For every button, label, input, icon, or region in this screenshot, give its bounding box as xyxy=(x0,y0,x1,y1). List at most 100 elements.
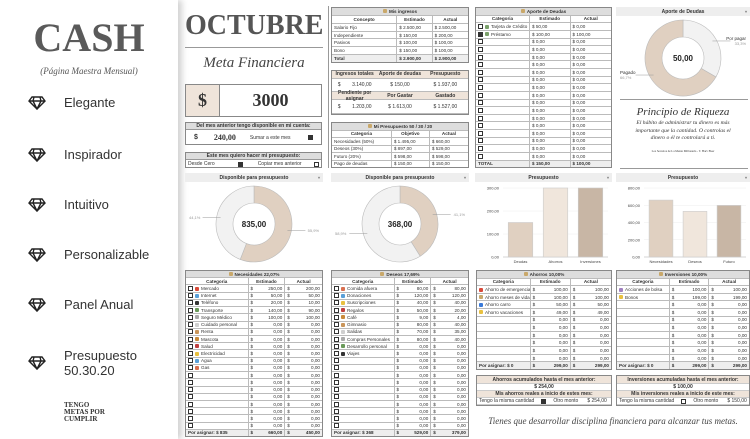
amount[interactable]: $ 200,00 xyxy=(434,32,453,38)
row-checkbox[interactable] xyxy=(478,46,483,52)
amount[interactable]: $ 0,00 xyxy=(532,123,545,129)
amount[interactable]: 0,00 xyxy=(558,347,568,353)
amount[interactable]: 0,00 xyxy=(558,317,568,323)
amount[interactable]: 0,00 xyxy=(419,379,429,385)
category-name[interactable]: Ahorro vacaciones xyxy=(485,309,524,315)
amount[interactable]: 120,00 xyxy=(414,293,429,299)
amount[interactable]: 0,00 xyxy=(311,322,320,328)
amount[interactable]: 0,00 xyxy=(273,358,283,364)
row-checkbox[interactable] xyxy=(188,343,193,349)
amount[interactable]: 0,00 xyxy=(273,387,283,393)
amount[interactable]: $ 0,00 xyxy=(532,130,545,136)
amount[interactable]: $ 0,00 xyxy=(572,100,586,106)
amount[interactable]: $ 0,00 xyxy=(572,107,586,113)
row-checkbox[interactable] xyxy=(478,138,483,144)
amount[interactable]: $ 0,00 xyxy=(532,62,545,68)
amount[interactable]: 0,00 xyxy=(558,355,568,361)
amount[interactable]: $ 50,00 xyxy=(532,24,548,30)
category-name[interactable]: Ahorro de emergencia xyxy=(485,287,531,293)
category-name[interactable]: Donaciones xyxy=(347,293,372,299)
amount[interactable]: 0,00 xyxy=(419,358,429,364)
amount[interactable]: 0,00 xyxy=(457,401,466,407)
amount[interactable]: $ 0,00 xyxy=(532,46,545,52)
amount[interactable]: $ 150,00 xyxy=(399,32,418,38)
category-name[interactable]: Compras Personales xyxy=(347,336,390,342)
row-checkbox[interactable] xyxy=(478,39,483,45)
amount[interactable]: 0,00 xyxy=(600,355,609,361)
amount[interactable]: 0,00 xyxy=(457,351,466,357)
amount[interactable]: 0,00 xyxy=(697,332,707,338)
amount[interactable]: $ 0,00 xyxy=(532,77,545,83)
amount[interactable]: $ 660,00 xyxy=(431,138,450,144)
amount[interactable]: 0,00 xyxy=(457,372,466,378)
amount[interactable]: 140,00 xyxy=(268,307,283,313)
amount[interactable]: 0,00 xyxy=(311,379,320,385)
row-checkbox[interactable] xyxy=(334,300,339,306)
amount[interactable]: 0,00 xyxy=(419,351,429,357)
row-checkbox[interactable] xyxy=(478,31,483,37)
amount[interactable]: $ 2.500,00 xyxy=(434,24,457,30)
amount[interactable]: 0,00 xyxy=(273,351,283,357)
category-name[interactable]: Bonos xyxy=(625,294,639,300)
row-checkbox[interactable] xyxy=(478,107,483,113)
amount[interactable]: 0,00 xyxy=(697,347,707,353)
same-checkbox[interactable] xyxy=(541,398,547,404)
row-checkbox[interactable] xyxy=(334,329,339,335)
row-checkbox[interactable] xyxy=(478,62,483,68)
row-checkbox[interactable] xyxy=(334,372,339,378)
row-checkbox[interactable] xyxy=(188,286,193,292)
amount[interactable]: 100,00 xyxy=(305,314,320,320)
amount[interactable]: 0,00 xyxy=(457,408,466,414)
category-name[interactable]: Viajes xyxy=(347,351,360,357)
amount[interactable]: $ 0,00 xyxy=(572,69,586,75)
amount[interactable]: 0,00 xyxy=(697,302,707,308)
amount[interactable]: 0,00 xyxy=(419,372,429,378)
amount[interactable]: $ 0,00 xyxy=(532,39,545,45)
amount[interactable]: 0,00 xyxy=(311,423,320,429)
amount[interactable]: 0,00 xyxy=(419,415,429,421)
category-name[interactable]: Necesidades (50%) xyxy=(334,138,375,144)
row-checkbox[interactable] xyxy=(188,293,193,299)
amount[interactable]: $ 100,00 xyxy=(399,40,418,46)
row-checkbox[interactable] xyxy=(188,401,193,407)
row-checkbox[interactable] xyxy=(334,293,339,299)
amount[interactable]: $ 0,00 xyxy=(572,54,586,60)
category-name[interactable]: Salud xyxy=(201,343,213,349)
category-name[interactable]: Mascota xyxy=(201,336,219,342)
amount[interactable]: 50,00 xyxy=(308,293,320,299)
amount[interactable]: 0,00 xyxy=(558,325,568,331)
amount[interactable]: 40,00 xyxy=(416,300,429,306)
amount[interactable]: $ 0,00 xyxy=(572,146,586,152)
category-name[interactable]: Bono xyxy=(334,48,345,54)
amount[interactable]: 100,00 xyxy=(268,314,283,320)
row-checkbox[interactable] xyxy=(334,286,339,292)
amount[interactable]: 100,00 xyxy=(732,287,747,293)
amount[interactable]: 0,00 xyxy=(419,387,429,393)
row-checkbox[interactable] xyxy=(334,322,339,328)
amount[interactable]: 80,00 xyxy=(454,286,466,292)
amount[interactable]: $ 0,00 xyxy=(572,153,586,159)
amount[interactable]: $ 0,00 xyxy=(532,146,545,152)
amount[interactable]: 0,00 xyxy=(311,372,320,378)
amount[interactable]: $ 897,00 xyxy=(393,146,412,152)
amount[interactable]: 0,00 xyxy=(273,415,283,421)
amount[interactable]: 0,00 xyxy=(738,309,747,315)
amount[interactable]: 0,00 xyxy=(697,325,707,331)
amount[interactable]: 50,00 xyxy=(556,302,568,308)
amount[interactable]: $ 0,00 xyxy=(572,46,586,52)
category-name[interactable]: Independiente xyxy=(334,32,364,38)
amount[interactable]: $ 529,00 xyxy=(431,146,450,152)
amount[interactable]: 100,00 xyxy=(553,294,568,300)
amount[interactable]: 0,00 xyxy=(697,340,707,346)
category-name[interactable]: Regalos xyxy=(347,307,364,313)
row-checkbox[interactable] xyxy=(334,358,339,364)
row-checkbox[interactable] xyxy=(188,415,193,421)
amount[interactable]: 0,00 xyxy=(419,343,429,349)
amount[interactable]: 0,00 xyxy=(273,408,283,414)
amount[interactable]: $ 1.495,00 xyxy=(393,138,416,144)
amount[interactable]: $ 150,00 xyxy=(399,48,418,54)
amount[interactable]: $ 0,00 xyxy=(532,69,545,75)
add-checkbox[interactable] xyxy=(308,135,313,140)
amount[interactable]: $ 0,00 xyxy=(572,85,586,91)
amount[interactable]: $ 0,00 xyxy=(532,138,545,144)
